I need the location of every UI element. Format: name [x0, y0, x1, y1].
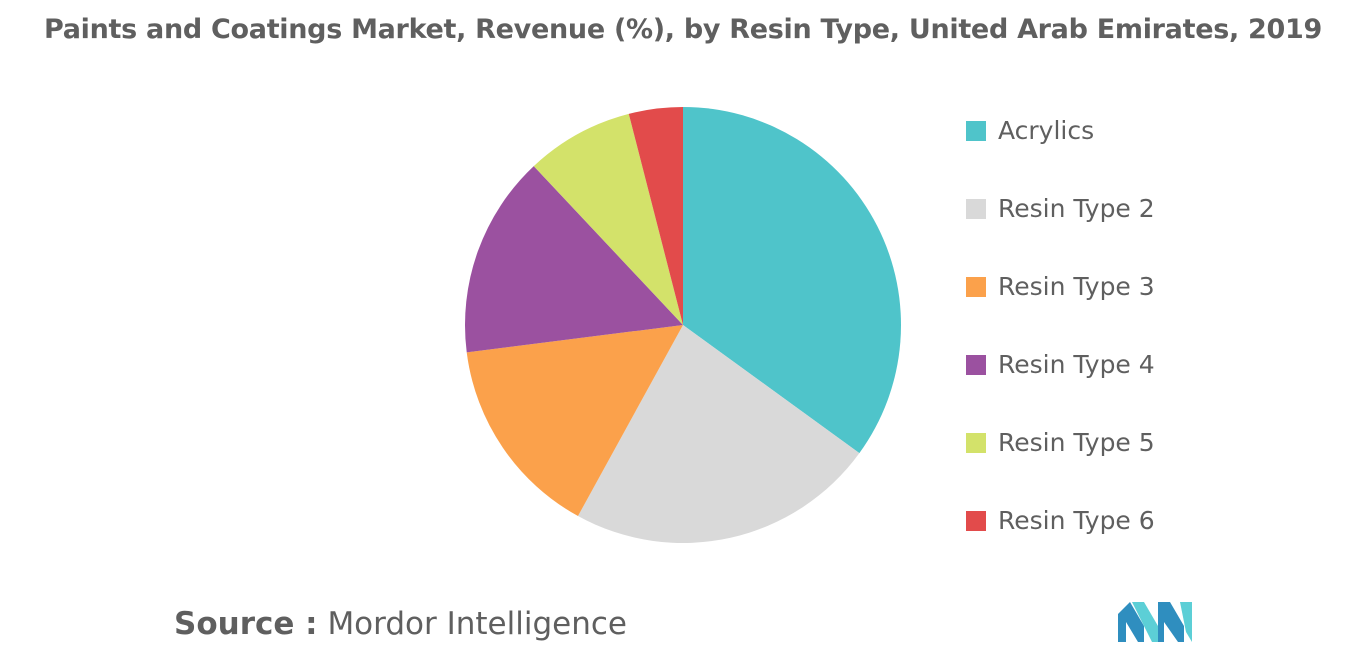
source-name: Mordor Intelligence	[327, 606, 627, 642]
legend-label: Resin Type 6	[998, 506, 1155, 535]
logo-shape-middle	[1132, 602, 1158, 642]
legend-item-resin-type-2: Resin Type 2	[966, 190, 1155, 268]
legend-swatch	[966, 121, 986, 141]
legend-label: Resin Type 2	[998, 194, 1155, 223]
mordor-intelligence-logo-icon	[1118, 602, 1192, 642]
legend-item-resin-type-4: Resin Type 4	[966, 346, 1155, 424]
chart-title: Paints and Coatings Market, Revenue (%),…	[44, 14, 1322, 45]
pie-slice-resin-type-6	[628, 107, 683, 325]
legend-label: Resin Type 5	[998, 428, 1155, 457]
legend-swatch	[966, 433, 986, 453]
source-label: Source :	[174, 606, 318, 642]
source-caption: Source : Mordor Intelligence	[174, 606, 627, 642]
legend-swatch	[966, 355, 986, 375]
pie-slice-resin-type-4	[465, 166, 683, 353]
legend-item-acrylics: Acrylics	[966, 112, 1155, 190]
legend-label: Resin Type 4	[998, 350, 1155, 379]
legend-item-resin-type-5: Resin Type 5	[966, 424, 1155, 502]
legend-label: Resin Type 3	[998, 272, 1155, 301]
legend-item-resin-type-3: Resin Type 3	[966, 268, 1155, 346]
logo-shape-left	[1118, 602, 1144, 642]
logo-shape-right	[1158, 602, 1184, 642]
logo-shape-edge	[1180, 602, 1192, 642]
legend-swatch	[966, 511, 986, 531]
pie-slice-acrylics	[683, 107, 902, 454]
chart-legend: Acrylics Resin Type 2 Resin Type 3 Resin…	[966, 112, 1155, 580]
pie-slice-resin-type-5	[533, 113, 683, 325]
legend-label: Acrylics	[998, 116, 1095, 145]
pie-slice-resin-type-2	[577, 325, 860, 543]
legend-swatch	[966, 277, 986, 297]
legend-swatch	[966, 199, 986, 219]
pie-slice-resin-type-3	[466, 325, 683, 517]
legend-item-resin-type-6: Resin Type 6	[966, 502, 1155, 580]
